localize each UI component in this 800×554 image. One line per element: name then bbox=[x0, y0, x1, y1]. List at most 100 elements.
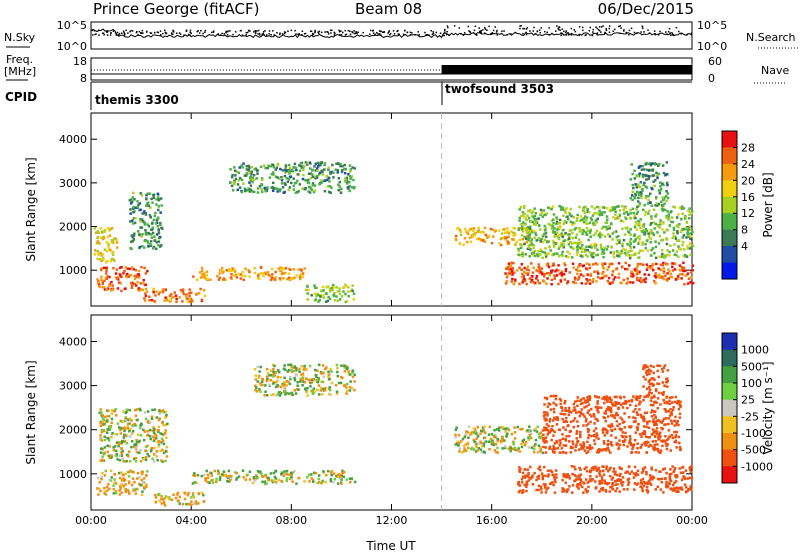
data-pixel bbox=[103, 438, 107, 442]
nsearch-point bbox=[582, 29, 584, 32]
data-pixel bbox=[533, 207, 536, 210]
data-pixel bbox=[532, 244, 536, 247]
data-pixel bbox=[181, 288, 185, 291]
data-pixel bbox=[109, 426, 112, 430]
data-pixel bbox=[140, 194, 144, 197]
data-pixel bbox=[584, 253, 588, 257]
data-pixel bbox=[637, 396, 640, 400]
data-pixel bbox=[287, 276, 291, 279]
data-pixel bbox=[532, 223, 536, 226]
data-pixel bbox=[534, 438, 538, 442]
data-pixel bbox=[646, 202, 650, 205]
data-pixel bbox=[122, 433, 126, 437]
data-pixel bbox=[312, 190, 316, 194]
data-pixel bbox=[262, 274, 265, 278]
data-pixel bbox=[539, 485, 543, 489]
data-pixel bbox=[541, 240, 545, 244]
data-pixel bbox=[562, 208, 565, 211]
data-pixel bbox=[160, 502, 163, 505]
data-pixel bbox=[604, 490, 608, 493]
data-pixel bbox=[647, 380, 651, 383]
colorbar-tick-label: 25 bbox=[741, 394, 755, 407]
data-pixel bbox=[139, 426, 142, 430]
data-pixel bbox=[108, 275, 111, 279]
data-pixel bbox=[597, 411, 600, 414]
data-pixel bbox=[657, 267, 660, 270]
data-pixel bbox=[149, 243, 152, 246]
data-pixel bbox=[511, 231, 515, 234]
data-pixel bbox=[584, 478, 588, 481]
data-pixel bbox=[468, 432, 471, 435]
data-pixel bbox=[323, 163, 326, 167]
data-pixel bbox=[654, 410, 657, 413]
nsearch-point bbox=[125, 29, 127, 32]
data-pixel bbox=[630, 163, 633, 166]
data-pixel bbox=[628, 264, 631, 267]
data-pixel bbox=[136, 280, 139, 284]
data-pixel bbox=[657, 202, 661, 206]
data-pixel bbox=[108, 284, 111, 288]
nsearch-point bbox=[686, 34, 688, 36]
data-pixel bbox=[637, 183, 640, 186]
nsearch-point bbox=[298, 33, 300, 35]
data-pixel bbox=[286, 370, 289, 373]
data-pixel bbox=[678, 272, 682, 276]
data-pixel bbox=[578, 205, 581, 209]
data-pixel bbox=[482, 429, 485, 432]
data-pixel bbox=[665, 161, 669, 164]
data-pixel bbox=[322, 296, 325, 299]
data-pixel bbox=[653, 162, 656, 165]
data-pixel bbox=[574, 281, 578, 285]
data-pixel bbox=[132, 489, 135, 492]
data-pixel bbox=[659, 403, 662, 406]
data-pixel bbox=[135, 275, 139, 279]
data-pixel bbox=[665, 438, 669, 442]
data-pixel bbox=[165, 413, 168, 417]
data-pixel bbox=[662, 439, 665, 442]
nsearch-point bbox=[441, 34, 444, 37]
data-pixel bbox=[687, 209, 690, 213]
data-pixel bbox=[317, 477, 320, 481]
data-pixel bbox=[100, 475, 103, 479]
data-pixel bbox=[113, 454, 117, 457]
data-pixel bbox=[645, 425, 648, 429]
nsearch-point bbox=[314, 30, 316, 33]
data-pixel bbox=[110, 241, 113, 244]
data-pixel bbox=[557, 222, 560, 225]
data-pixel bbox=[266, 270, 270, 274]
data-pixel bbox=[651, 409, 654, 412]
data-pixel bbox=[107, 426, 111, 430]
data-pixel bbox=[639, 226, 642, 230]
data-pixel bbox=[104, 493, 108, 496]
data-pixel bbox=[586, 268, 589, 271]
nsearch-point bbox=[409, 34, 412, 36]
data-pixel bbox=[524, 440, 528, 444]
data-pixel bbox=[566, 215, 569, 218]
data-pixel bbox=[494, 229, 497, 232]
data-pixel bbox=[308, 191, 312, 194]
data-pixel bbox=[609, 451, 612, 454]
data-pixel bbox=[626, 243, 629, 246]
data-pixel bbox=[650, 415, 654, 418]
data-pixel bbox=[462, 450, 465, 453]
data-pixel bbox=[319, 295, 322, 298]
data-pixel bbox=[125, 459, 128, 463]
data-pixel bbox=[306, 161, 310, 165]
data-pixel bbox=[668, 478, 672, 481]
data-pixel bbox=[568, 410, 571, 414]
data-pixel bbox=[605, 467, 608, 471]
nsearch-point bbox=[287, 30, 289, 32]
data-pixel bbox=[659, 223, 662, 226]
data-pixel bbox=[291, 393, 295, 396]
data-pixel bbox=[583, 215, 587, 218]
data-pixel bbox=[585, 417, 588, 421]
data-pixel bbox=[636, 210, 640, 214]
data-pixel bbox=[520, 263, 524, 266]
data-pixel bbox=[626, 226, 629, 230]
data-pixel bbox=[635, 411, 639, 414]
data-pixel bbox=[572, 419, 575, 423]
data-pixel bbox=[337, 482, 340, 485]
data-pixel bbox=[348, 477, 352, 480]
data-pixel bbox=[583, 449, 587, 452]
data-pixel bbox=[637, 219, 640, 223]
